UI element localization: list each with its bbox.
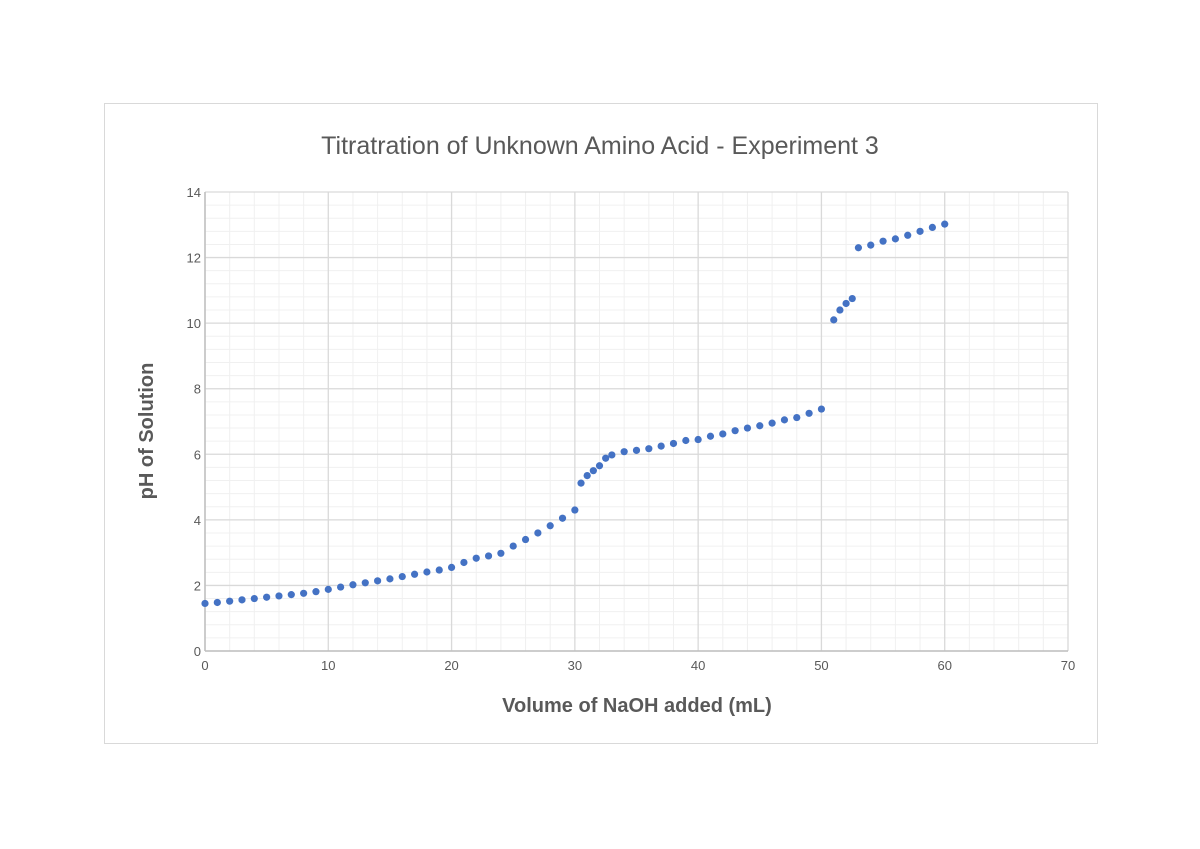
major-gridlines: [204, 191, 1069, 652]
data-point: [300, 589, 308, 597]
data-point: [879, 237, 887, 245]
data-point: [250, 594, 258, 603]
chart-area: [104, 103, 1098, 744]
data-point: [484, 552, 493, 560]
data-point: [324, 585, 332, 593]
y-tick-label: 0: [194, 644, 201, 659]
data-point: [706, 432, 715, 440]
chart-title: Titratration of Unknown Amino Acid - Exp…: [321, 132, 879, 160]
data-point: [780, 416, 789, 424]
x-tick-label: 10: [321, 658, 335, 673]
y-tick-label: 14: [187, 185, 201, 200]
data-point: [719, 430, 727, 438]
data-point: [460, 558, 468, 567]
data-point: [645, 445, 653, 453]
y-tick-label: 10: [187, 316, 201, 331]
data-point: [497, 549, 505, 557]
data-points: [201, 220, 949, 608]
data-point: [848, 294, 856, 303]
data-point: [447, 563, 456, 571]
y-tick-label: 12: [187, 251, 201, 266]
data-point: [263, 593, 271, 601]
data-point: [213, 598, 221, 607]
data-point: [349, 581, 357, 589]
data-point: [682, 436, 690, 445]
x-tick-label: 0: [201, 658, 208, 673]
data-point: [423, 568, 431, 576]
y-tick-label: 2: [194, 578, 201, 593]
data-point: [361, 579, 369, 587]
data-point: [595, 462, 604, 470]
data-point: [694, 435, 702, 444]
x-tick-label: 40: [691, 658, 705, 673]
data-point: [805, 409, 813, 417]
data-point: [201, 599, 209, 608]
data-point: [602, 454, 610, 462]
data-point: [608, 451, 616, 459]
data-point: [386, 575, 394, 583]
x-tick-label: 30: [568, 658, 582, 673]
data-point: [657, 442, 665, 450]
data-point: [577, 479, 585, 487]
data-point: [904, 231, 912, 239]
data-point: [756, 422, 764, 430]
data-point: [589, 467, 597, 475]
data-point: [743, 424, 752, 432]
data-point: [867, 241, 875, 249]
y-axis-title: pH of Solution: [136, 363, 158, 500]
data-point: [632, 446, 641, 454]
data-point: [793, 413, 801, 422]
data-point: [830, 316, 838, 324]
x-axis-title: Volume of NaOH added (mL): [502, 695, 772, 717]
minor-gridlines: [205, 192, 1068, 651]
data-point: [312, 588, 320, 596]
x-tick-label: 20: [444, 658, 458, 673]
data-point: [374, 577, 382, 585]
data-point: [571, 506, 579, 514]
data-point: [410, 570, 419, 578]
x-tick-label: 70: [1061, 658, 1075, 673]
data-point: [620, 448, 628, 456]
data-point: [509, 542, 517, 550]
data-point: [558, 514, 567, 522]
data-point: [842, 299, 850, 308]
data-point: [941, 220, 949, 228]
y-tick-label: 8: [194, 382, 201, 397]
y-tick-label: 6: [194, 447, 201, 462]
x-tick-label: 60: [937, 658, 951, 673]
data-point: [337, 583, 345, 591]
data-point: [238, 596, 246, 604]
data-point: [854, 244, 863, 252]
x-tick-label: 50: [814, 658, 828, 673]
data-point: [521, 535, 530, 544]
data-point: [731, 427, 739, 435]
data-point: [398, 572, 406, 581]
axes: [204, 192, 1068, 652]
data-point: [583, 471, 591, 480]
data-point: [836, 306, 844, 314]
data-point: [669, 439, 678, 448]
data-point: [287, 591, 295, 599]
data-point: [435, 566, 443, 574]
y-tick-label: 4: [194, 513, 201, 528]
data-point: [546, 522, 554, 530]
data-point: [226, 597, 234, 605]
data-point: [916, 227, 924, 235]
data-point: [768, 419, 776, 427]
data-point: [534, 529, 542, 537]
data-point: [817, 405, 826, 413]
data-point: [891, 235, 900, 243]
data-point: [472, 554, 480, 562]
tick-labels: 0 10 20 30 40 50 60 70 0 2 4 6 8 10 12 14: [187, 185, 1076, 673]
data-point: [928, 223, 936, 232]
data-point: [275, 592, 283, 600]
